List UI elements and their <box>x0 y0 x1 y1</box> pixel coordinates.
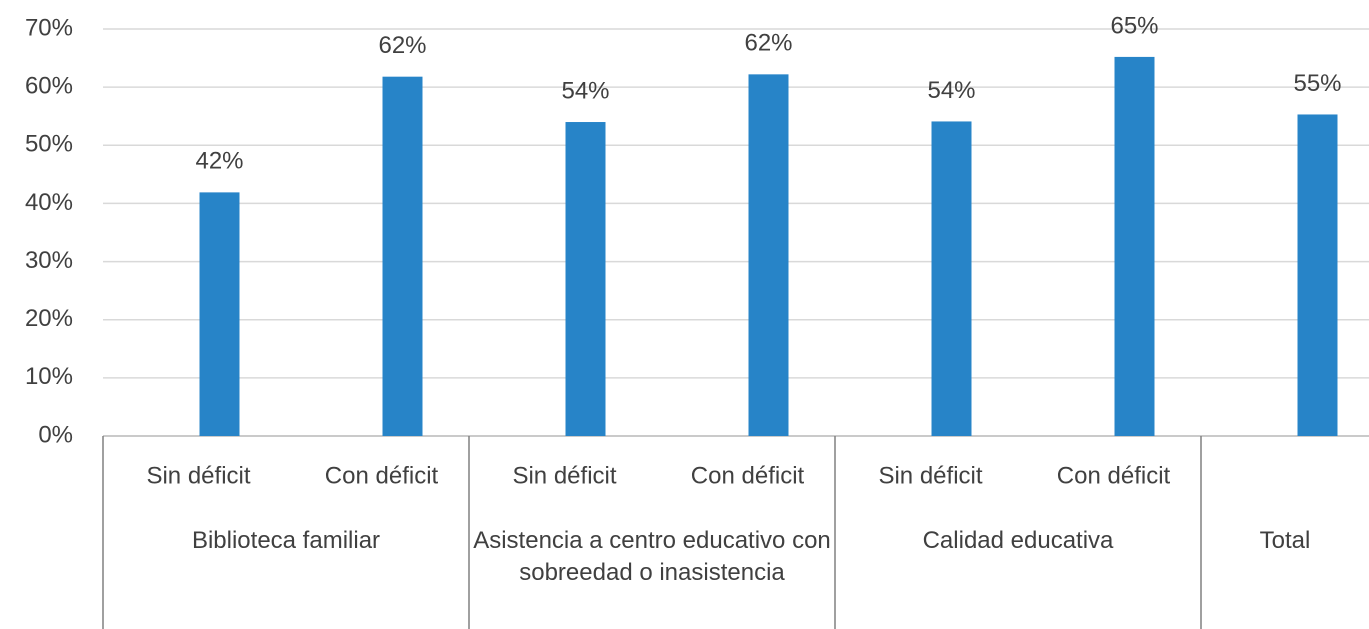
data-label: 62% <box>744 30 792 57</box>
x-tick-label: Sin déficit <box>512 462 616 489</box>
x-tick-label: Con déficit <box>691 462 805 489</box>
data-label: 54% <box>927 77 975 104</box>
bar <box>1297 114 1338 436</box>
y-tick-label: 60% <box>25 72 73 99</box>
data-label: 42% <box>195 148 243 175</box>
x-tick-label: Sin déficit <box>146 462 250 489</box>
group-label-box: Calidad educativa <box>922 527 1114 554</box>
data-label: 65% <box>1110 12 1158 39</box>
y-tick-label: 30% <box>25 247 73 274</box>
x-tick-label: Sin déficit <box>878 462 982 489</box>
y-tick-label: 10% <box>25 363 73 390</box>
group-label: Calidad educativa <box>922 527 1114 554</box>
data-label: 54% <box>561 77 609 104</box>
bar <box>199 192 240 436</box>
x-tick-label: Con déficit <box>1057 462 1171 489</box>
y-tick-label: 50% <box>25 131 73 158</box>
group-label-box: Biblioteca familiar <box>191 527 381 554</box>
group-label-box: Total <box>1259 527 1311 554</box>
group-label: Asistencia a centro educativo con sobree… <box>473 527 831 586</box>
data-label: 55% <box>1293 70 1341 97</box>
bar <box>1114 56 1155 437</box>
data-label: 62% <box>378 32 426 59</box>
x-tick-label: Con déficit <box>325 462 439 489</box>
group-label-box: Asistencia a centro educativo con sobree… <box>473 527 831 586</box>
y-tick-label: 20% <box>25 305 73 332</box>
bar <box>565 122 606 437</box>
group-label: Biblioteca familiar <box>191 527 381 554</box>
bar <box>931 121 972 436</box>
bar <box>382 76 423 437</box>
y-tick-label: 0% <box>38 421 73 448</box>
y-tick-label: 70% <box>25 14 73 41</box>
y-tick-label: 40% <box>25 189 73 216</box>
group-label: Total <box>1259 527 1311 554</box>
bar <box>748 74 789 436</box>
